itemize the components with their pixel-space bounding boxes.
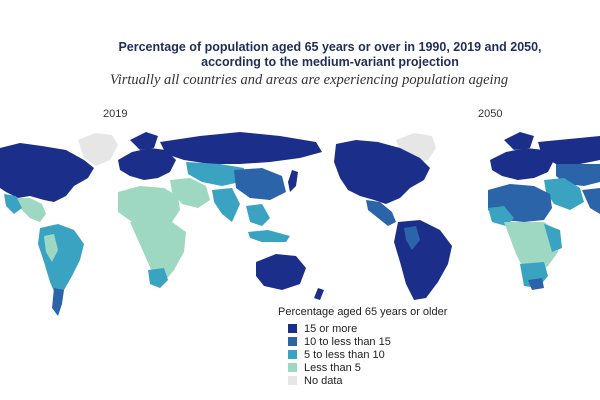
legend-label: Less than 5 bbox=[304, 361, 361, 374]
legend-item: 5 to less than 10 bbox=[288, 348, 447, 361]
region-australia bbox=[256, 254, 306, 290]
legend-label: 15 or more bbox=[304, 322, 358, 335]
legend-item: 15 or more bbox=[288, 322, 447, 335]
region-se-asia bbox=[246, 204, 270, 226]
legend-item: 10 to less than 15 bbox=[288, 335, 447, 348]
legend-label: 5 to less than 10 bbox=[304, 348, 385, 361]
region-central-america-2 bbox=[4, 194, 22, 214]
region-southern-africa bbox=[148, 268, 168, 288]
region-europe bbox=[490, 148, 554, 180]
map-2050 bbox=[334, 132, 600, 300]
region-greenland bbox=[78, 133, 118, 166]
region-africa bbox=[130, 222, 186, 282]
region-central-america bbox=[14, 198, 46, 222]
region-south-america-north bbox=[38, 224, 84, 296]
region-europe bbox=[118, 148, 176, 180]
map-2019 bbox=[0, 132, 324, 316]
map-subtitle: Virtually all countries and areas are ex… bbox=[109, 72, 509, 88]
region-middle-east bbox=[544, 178, 584, 210]
region-south-africa bbox=[528, 278, 544, 290]
legend-title: Percentage aged 65 years or older bbox=[278, 306, 448, 318]
region-west-africa bbox=[488, 206, 514, 226]
region-north-america bbox=[334, 140, 430, 204]
legend-item: Less than 5 bbox=[288, 361, 447, 374]
legend-swatch bbox=[288, 363, 297, 372]
region-south-america-south bbox=[52, 288, 64, 316]
region-south-america bbox=[394, 220, 452, 300]
region-scandinavia bbox=[504, 132, 534, 150]
panel-label-2050: 2050 bbox=[478, 108, 503, 120]
region-scandinavia bbox=[130, 132, 158, 150]
map-title-line2: according to the medium-variant projecti… bbox=[201, 55, 459, 69]
legend: Percentage aged 65 years or older 15 or … bbox=[278, 306, 448, 387]
legend-swatch bbox=[288, 324, 297, 333]
region-new-zealand bbox=[314, 288, 324, 300]
region-russia bbox=[538, 136, 600, 164]
region-north-america bbox=[0, 143, 94, 202]
region-central-asia bbox=[186, 162, 244, 186]
region-middle-east bbox=[170, 178, 210, 208]
region-russia bbox=[160, 132, 322, 164]
region-japan bbox=[288, 170, 298, 192]
legend-label: 10 to less than 15 bbox=[304, 335, 391, 348]
legend-swatch bbox=[288, 376, 297, 385]
region-south-america-inner bbox=[404, 226, 420, 250]
legend-label: No data bbox=[304, 374, 343, 387]
region-south-asia bbox=[582, 188, 600, 214]
legend-swatch bbox=[288, 350, 297, 359]
region-north-africa bbox=[118, 186, 180, 224]
map-title: Percentage of population aged 65 years o… bbox=[0, 40, 600, 70]
region-indonesia bbox=[248, 230, 290, 242]
region-east-africa bbox=[544, 224, 562, 252]
legend-swatch bbox=[288, 337, 297, 346]
panel-label-2019: 2019 bbox=[103, 108, 128, 120]
region-south-america-inner bbox=[44, 234, 58, 262]
region-china bbox=[234, 168, 286, 200]
region-south-asia bbox=[212, 188, 240, 222]
map-title-line1: Percentage of population aged 65 years o… bbox=[118, 40, 542, 54]
legend-item: No data bbox=[288, 374, 447, 387]
region-africa bbox=[504, 222, 560, 274]
region-central-america bbox=[366, 200, 396, 226]
